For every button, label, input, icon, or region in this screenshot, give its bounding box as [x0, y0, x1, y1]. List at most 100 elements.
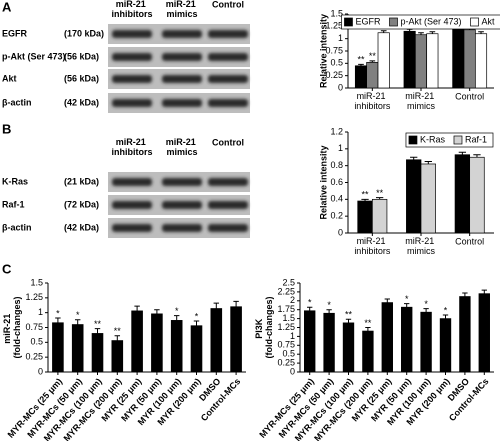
- error-bar: [473, 154, 481, 158]
- bar: [463, 29, 476, 89]
- error-bar: [384, 298, 390, 303]
- x-tick-label: Control: [455, 236, 484, 246]
- bar: [459, 296, 471, 373]
- error-bar: [442, 314, 449, 319]
- y-tick-label: 1: [338, 143, 343, 153]
- error-bar: [307, 306, 313, 311]
- legend-frame: [341, 14, 500, 30]
- y-axis-title: Relative intensity: [318, 14, 328, 88]
- size-label: (21 kDa): [64, 176, 99, 186]
- blot-band: [208, 224, 248, 232]
- significance-marker: **: [357, 55, 365, 65]
- bar: [371, 198, 388, 234]
- bar: [401, 306, 413, 373]
- bar: [381, 302, 393, 373]
- significance-marker: **: [114, 326, 122, 336]
- y-tick-label: 1.5: [282, 313, 295, 323]
- y-tick-label: 2.25: [277, 286, 295, 296]
- y-axis-title-group: Relative intensity: [318, 14, 328, 88]
- legend-label: EGFR: [355, 16, 381, 26]
- legend-swatch: [453, 135, 463, 145]
- bar: [478, 293, 490, 373]
- error-bar: [193, 320, 200, 326]
- bar: [357, 200, 373, 234]
- lane-label: Control: [212, 0, 244, 9]
- y-tick-label: 2: [290, 295, 295, 305]
- y-tick-label: 1: [290, 331, 295, 341]
- bar: [210, 308, 223, 373]
- significance-marker: *: [327, 300, 331, 310]
- blot-band: [112, 99, 152, 107]
- bar: [403, 30, 416, 89]
- bar: [377, 32, 390, 89]
- error-bar: [380, 30, 387, 33]
- error-bar: [458, 151, 467, 155]
- error-bar: [369, 60, 376, 63]
- significance-marker: **: [94, 319, 102, 329]
- blot-band: [208, 53, 248, 61]
- legend: EGFR p-Akt (Ser 473) Akt: [341, 14, 500, 30]
- significance-marker: **: [376, 188, 384, 198]
- error-bar: [94, 328, 101, 334]
- error-bar: [404, 303, 410, 308]
- error-bar: [462, 292, 468, 297]
- error-bar: [365, 327, 371, 332]
- bar: [131, 310, 143, 373]
- bar: [304, 310, 316, 373]
- y-tick-label: 1.25: [325, 21, 343, 31]
- bar: [354, 65, 368, 89]
- y-tick-label: 1: [338, 33, 343, 43]
- y-tick-label: 0: [338, 82, 343, 92]
- legend-label: Raf-1: [465, 134, 487, 144]
- error-bar: [478, 31, 484, 34]
- blot-band: [112, 178, 152, 186]
- bar: [420, 311, 432, 373]
- bar: [111, 340, 124, 373]
- bar: [469, 156, 485, 234]
- legend-label: p-Akt (Ser 473): [400, 16, 461, 26]
- significance-marker: *: [444, 305, 448, 315]
- bar: [439, 318, 452, 373]
- x-tick-label: miR-21 mimics: [405, 236, 437, 256]
- bar: [71, 324, 84, 373]
- error-bar: [55, 317, 61, 323]
- y-tick-label: 1: [38, 307, 43, 317]
- y-tick-label: 1.75: [277, 304, 295, 314]
- lane-label: miR-21 inhibitors: [112, 137, 153, 157]
- legend-swatch: [344, 17, 353, 27]
- error-bar: [213, 302, 220, 309]
- blot-band: [208, 99, 248, 107]
- significance-marker: **: [362, 190, 370, 200]
- y-axis-title-group: Relative intensity: [318, 145, 328, 219]
- blot-band: [112, 224, 152, 232]
- x-tick-label: miR-21 inhibitors: [354, 91, 391, 111]
- blot-band: [162, 224, 202, 232]
- y-tick-label: 2.5: [282, 277, 295, 287]
- significance-marker: **: [364, 318, 372, 328]
- lane-label: miR-21 mimics: [166, 0, 199, 19]
- size-label: (56 kDa): [64, 51, 99, 61]
- y-tick-label: 1.5: [330, 8, 343, 18]
- blot-band: [112, 75, 152, 83]
- blot-band: [162, 201, 202, 209]
- bar: [426, 33, 439, 89]
- y-tick-label: 0: [38, 366, 43, 376]
- blot-band: [208, 178, 248, 186]
- legend-label: Akt: [482, 16, 496, 26]
- bar: [170, 320, 183, 373]
- legend-label: K-Ras: [420, 134, 446, 144]
- significance-marker: *: [76, 310, 80, 320]
- lane-label: Control: [212, 137, 244, 147]
- y-axis-title: Relative intensity: [318, 145, 328, 219]
- bar: [414, 34, 428, 89]
- y-tick-label: 0.2: [330, 211, 343, 221]
- error-bar: [424, 160, 432, 164]
- bar: [474, 33, 488, 89]
- error-bar: [114, 335, 121, 341]
- error-bar: [358, 63, 364, 66]
- bar: [151, 313, 163, 373]
- y-axis-title-group: PI3K (fold-changes): [254, 296, 274, 358]
- legend-swatch: [408, 135, 418, 145]
- bar: [190, 325, 203, 373]
